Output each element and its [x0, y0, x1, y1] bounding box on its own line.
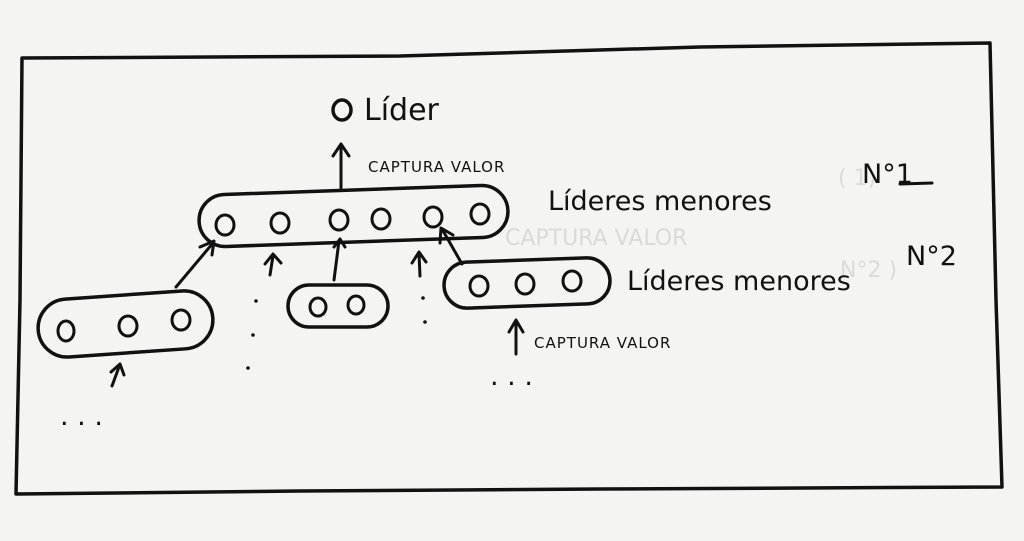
middle-group-node	[308, 296, 328, 318]
arrow-capture-group2	[507, 318, 525, 356]
group1-capsule	[197, 183, 510, 249]
group2-node	[561, 269, 583, 293]
group2-label: Líderes menores	[627, 266, 851, 297]
group2-capture-label: CAPTURA VALOR	[534, 334, 671, 352]
group1-number-underline	[898, 181, 934, 186]
middle-group-capsule	[286, 283, 390, 329]
diagram-frame	[14, 41, 1004, 496]
continuation-dots: . . .	[60, 401, 103, 432]
arrow-middle-group-to-group1	[332, 237, 347, 282]
dot-mark	[246, 366, 250, 370]
group2-nodes	[468, 269, 583, 298]
group1-nodes	[214, 202, 491, 237]
arrow-left-group-to-group1	[174, 239, 216, 289]
group2-node	[468, 274, 490, 298]
ghost-text: CAPTURA VALOR	[505, 226, 687, 251]
group1-node	[469, 202, 491, 226]
group2-node	[514, 272, 536, 296]
middle-group-nodes	[308, 294, 366, 318]
group1-node	[328, 208, 350, 232]
bleed-through-marks: ( 1) CAPTURA VALOR N°2 )	[505, 166, 897, 283]
ghost-text: ( 1)	[838, 166, 876, 191]
group1-node	[370, 207, 392, 231]
group2-number: N°2	[906, 241, 957, 272]
left-group-capsule	[36, 289, 215, 359]
left-group-node	[56, 319, 76, 343]
arrow-into-group1	[263, 252, 283, 277]
dot-mark	[251, 333, 255, 337]
arrow-to-leader	[331, 142, 351, 190]
ghost-text: N°2 )	[840, 258, 897, 283]
arrow-into-group1	[410, 250, 428, 278]
pending-connections	[246, 250, 428, 370]
leader-capture-label: CAPTURA VALOR	[368, 158, 505, 176]
group1-node	[422, 205, 444, 229]
group1-node	[214, 213, 236, 237]
dot-mark	[423, 320, 427, 324]
group1-node	[269, 211, 291, 235]
left-group-node	[117, 314, 139, 338]
dot-mark	[421, 296, 425, 300]
arrow-into-left-group	[109, 362, 126, 388]
left-group-node	[170, 308, 192, 332]
arrow-group2-to-group1	[438, 226, 464, 266]
leader-label: Líder	[364, 93, 440, 128]
continuation-dots: . . .	[490, 361, 533, 392]
left-group-nodes	[56, 308, 192, 343]
group2-capsule	[442, 256, 612, 310]
middle-group-node	[346, 294, 366, 316]
group1-label: Líderes menores	[548, 186, 772, 217]
group1-number: N°1	[862, 159, 913, 190]
dot-mark	[254, 299, 258, 303]
leader-node	[331, 98, 353, 122]
